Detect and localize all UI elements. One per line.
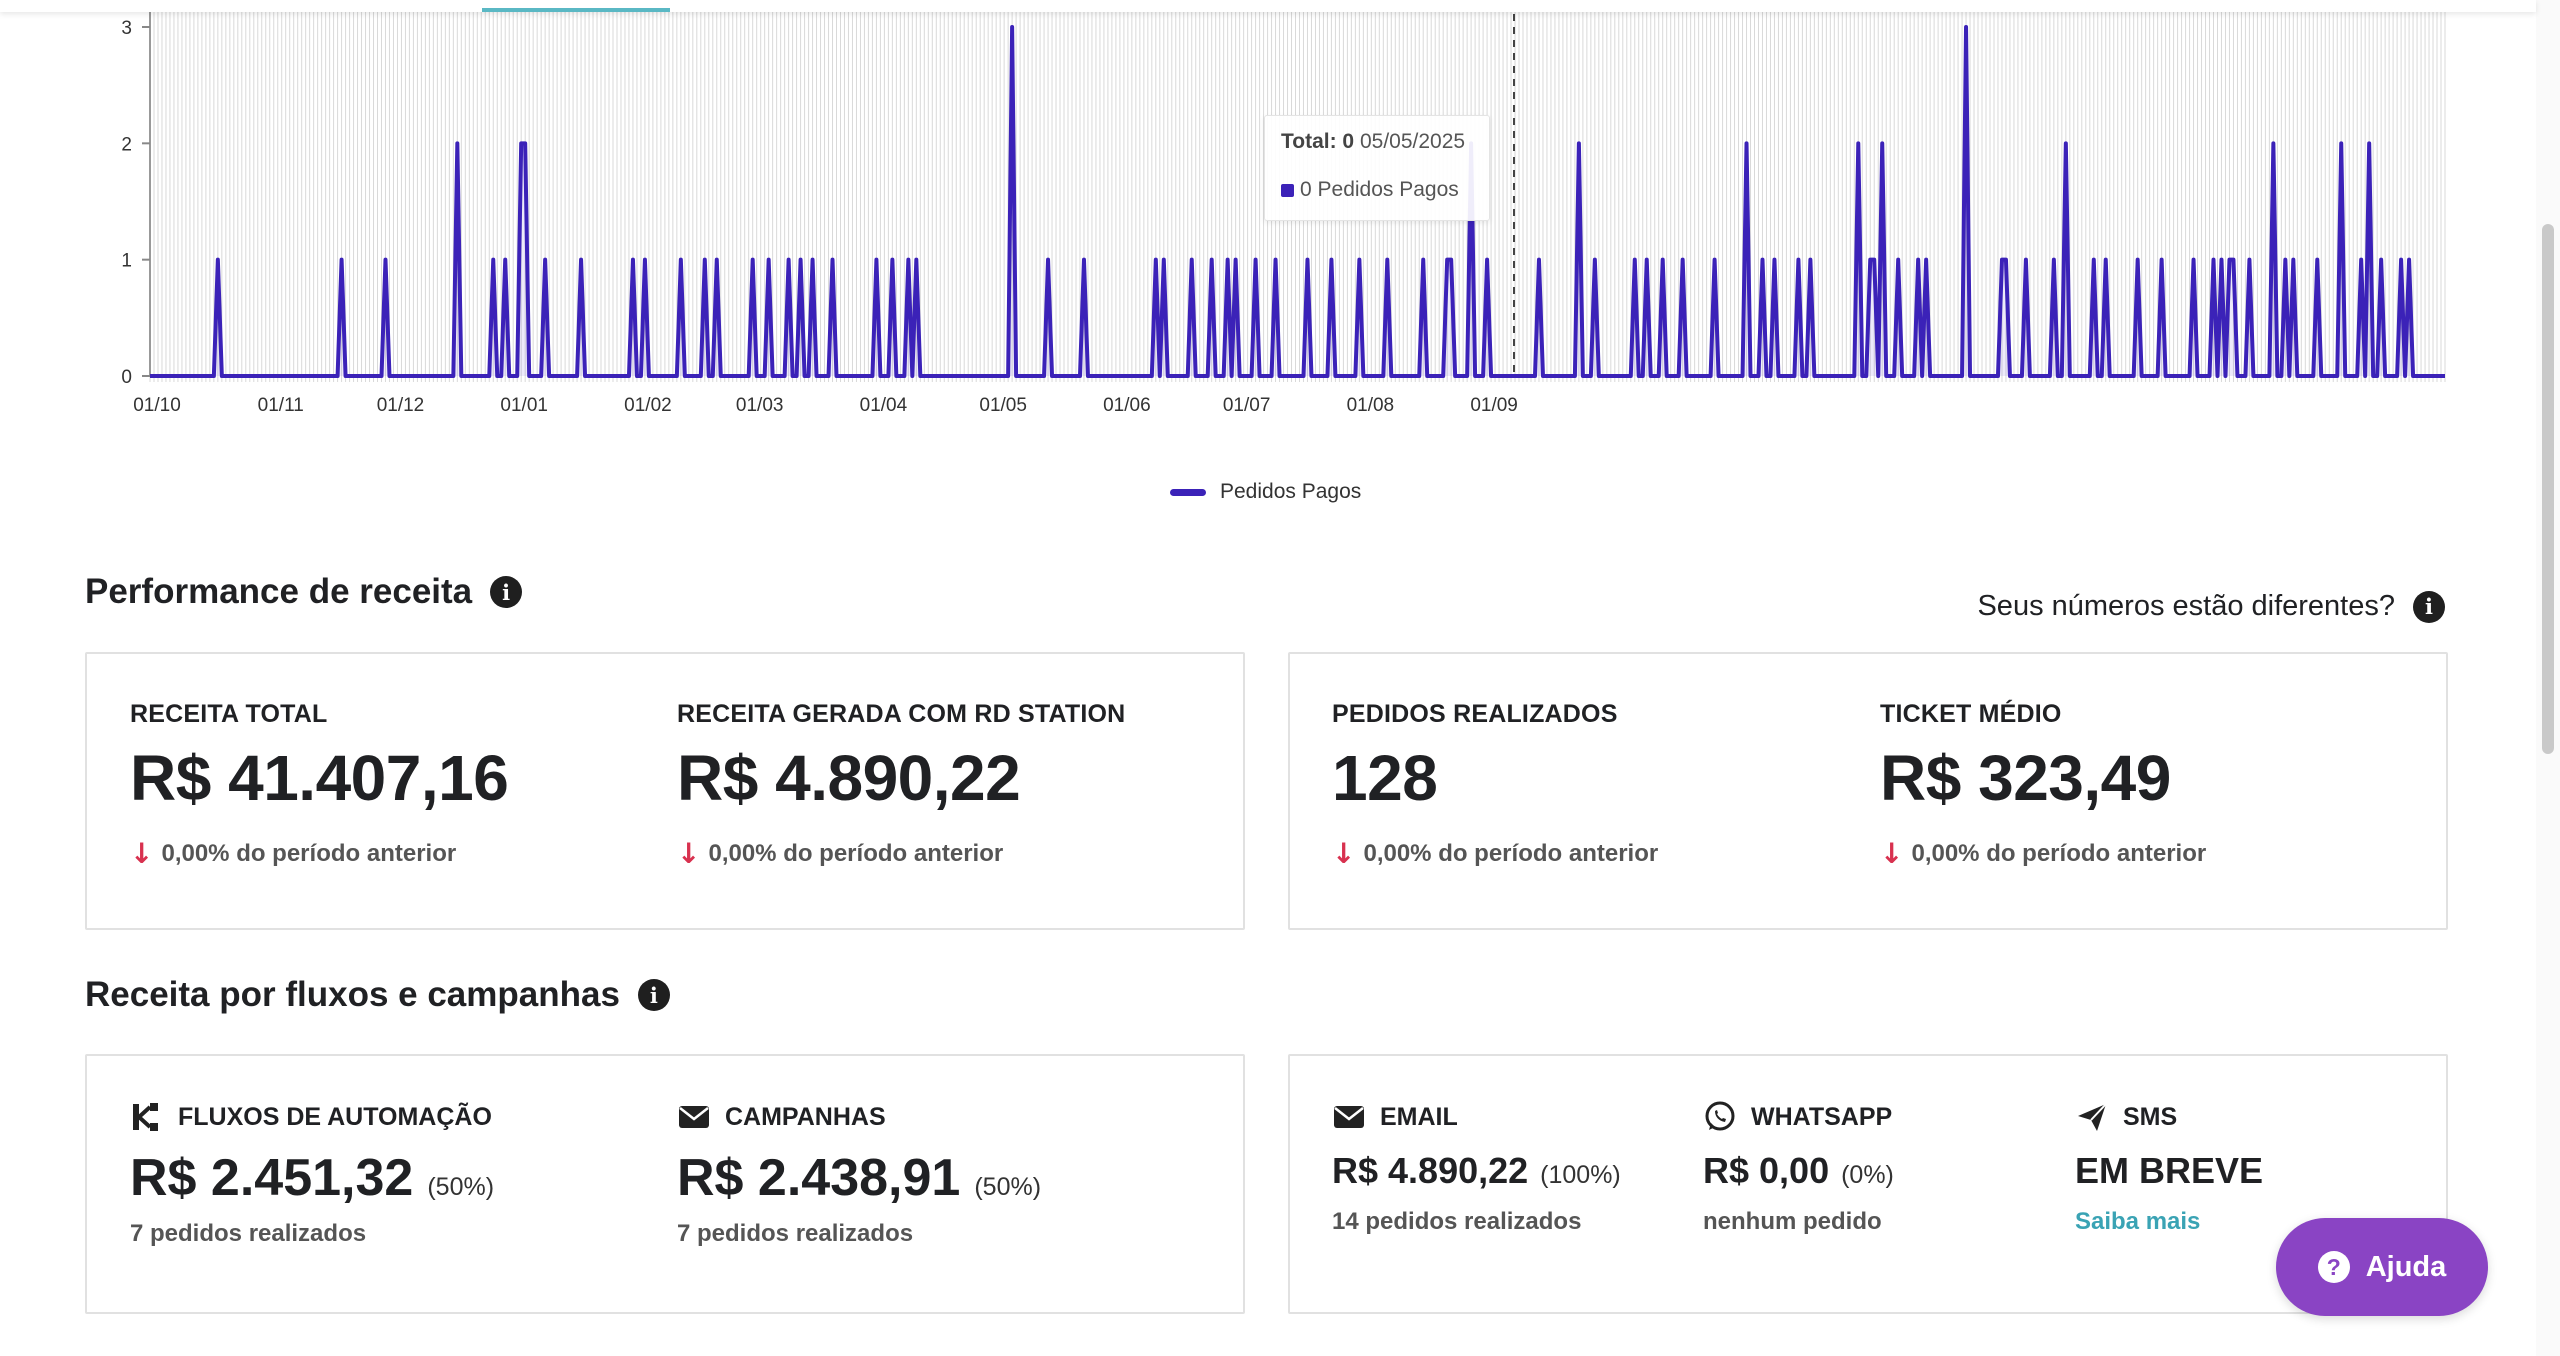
flow-label: CAMPANHAS xyxy=(725,1102,886,1131)
x-tick-label: 01/01 xyxy=(500,395,548,416)
flows-campaigns-card xyxy=(85,1054,1245,1314)
tooltip-date: 05/05/2025 xyxy=(1359,130,1466,153)
metric-value: R$ 41.407,16 xyxy=(130,742,509,814)
performance-section-title: Performance de receita i xyxy=(85,572,523,612)
arrow-down-icon: ↓ xyxy=(1332,837,1356,870)
chart-legend[interactable]: Pedidos Pagos xyxy=(1170,480,1361,504)
metric-change: 0,00% do período anterior xyxy=(1363,839,1659,867)
metric-average-ticket: TICKET MÉDIO R$ 323,49 ↓ 0,00% do período… xyxy=(1880,700,2206,870)
top-nav-bar xyxy=(0,0,2536,12)
legend-label: Pedidos Pagos xyxy=(1220,480,1362,503)
question-icon: ? xyxy=(2317,1251,2350,1283)
help-label: Ajuda xyxy=(2365,1250,2447,1283)
chart-axes xyxy=(142,12,151,377)
x-tick-label: 01/07 xyxy=(1223,395,1271,416)
flows-title-text: Receita por fluxos e campanhas xyxy=(85,975,620,1014)
channels-card xyxy=(1288,1054,2448,1314)
scrollbar-thumb[interactable] xyxy=(2542,224,2554,754)
y-tick-label: 3 xyxy=(121,18,132,39)
channel-orders: nenhum pedido xyxy=(1703,1208,1882,1235)
flow-orders: 7 pedidos realizados xyxy=(677,1220,914,1247)
metric-change: 0,00% do período anterior xyxy=(161,839,457,867)
tooltip-series-text: 0 Pedidos Pagos xyxy=(1300,178,1459,201)
x-tick-label: 01/04 xyxy=(860,395,908,416)
channel-sms: SMS EM BREVE Saiba mais xyxy=(2075,1100,2263,1236)
series-line-pedidos-pagos xyxy=(150,25,2445,378)
channel-pct: (100%) xyxy=(1540,1161,1621,1189)
channel-email: EMAIL R$ 4.890,22 (100%) 14 pedidos reali… xyxy=(1332,1100,1621,1236)
metric-orders: PEDIDOS REALIZADOS 128 ↓ 0,00% do período… xyxy=(1332,700,1658,870)
arrow-down-icon: ↓ xyxy=(1880,837,1904,870)
chart-tick-labels: 0 1 2 3 01/10 01/11 01/12 01/01 01/02 01/03 01/04 0… xyxy=(121,18,1517,416)
tooltip-total: Total: 0 xyxy=(1281,130,1355,153)
flow-orders: 7 pedidos realizados xyxy=(130,1220,367,1247)
flow-campaigns: CAMPANHAS R$ 2.438,91 (50%) 7 pedidos rea… xyxy=(677,1100,1041,1248)
info-icon[interactable]: i xyxy=(490,576,523,608)
flow-branch-icon xyxy=(133,1103,158,1131)
metric-rd-revenue: RECEITA GERADA COM RD STATION R$ 4.890,2… xyxy=(677,700,1125,870)
envelope-icon xyxy=(679,1106,709,1128)
arrow-down-icon: ↓ xyxy=(130,837,154,870)
legend-swatch xyxy=(1170,488,1206,496)
x-tick-label: 01/12 xyxy=(377,395,425,416)
metric-value: R$ 323,49 xyxy=(1880,742,2171,814)
paper-plane-icon xyxy=(2078,1103,2107,1131)
chart-grid xyxy=(149,12,2446,382)
performance-title-text: Performance de receita xyxy=(85,572,473,611)
channel-label: EMAIL xyxy=(1380,1102,1458,1131)
y-tick-label: 2 xyxy=(121,134,132,155)
channel-label: SMS xyxy=(2123,1102,2178,1131)
y-tick-label: 1 xyxy=(121,251,132,272)
envelope-icon xyxy=(1334,1106,1364,1128)
metric-value: 128 xyxy=(1332,742,1438,814)
chart-tooltip: Total: 0 05/05/2025 0 Pedidos Pagos xyxy=(1264,115,1490,221)
metric-change: 0,00% do período anterior xyxy=(1911,839,2207,867)
learn-more-link[interactable]: Saiba mais xyxy=(2075,1208,2201,1235)
flow-pct: (50%) xyxy=(427,1173,495,1201)
tooltip-series-swatch xyxy=(1281,183,1294,197)
metric-label: RECEITA GERADA COM RD STATION xyxy=(677,700,1126,728)
orders-line-chart: 0 1 2 3 01/10 01/11 01/12 01/01 01/02 01/03 01/04 0… xyxy=(121,12,2446,416)
numbers-different-link[interactable]: Seus números estão diferentes? i xyxy=(1977,590,2445,623)
flow-pct: (50%) xyxy=(974,1173,1042,1201)
flow-value: R$ 2.451,32 xyxy=(130,1149,414,1207)
info-icon[interactable]: i xyxy=(637,979,670,1011)
info-icon[interactable]: i xyxy=(2413,590,2445,623)
x-tick-label: 01/06 xyxy=(1103,395,1151,416)
x-tick-label: 01/05 xyxy=(979,395,1027,416)
orders-card xyxy=(1288,652,2448,930)
flow-label: FLUXOS DE AUTOMAÇÃO xyxy=(178,1102,492,1131)
x-tick-label: 01/02 xyxy=(624,395,672,416)
metric-label: RECEITA TOTAL xyxy=(130,700,328,728)
flow-automation: FLUXOS DE AUTOMAÇÃO R$ 2.451,32 (50%) 7 p… xyxy=(130,1100,494,1248)
numbers-different-text: Seus números estão diferentes? xyxy=(1977,590,2395,622)
active-tab-indicator xyxy=(482,8,670,12)
channel-value: EM BREVE xyxy=(2075,1150,2264,1191)
metric-label: PEDIDOS REALIZADOS xyxy=(1332,700,1618,728)
x-tick-label: 01/10 xyxy=(133,395,181,416)
revenue-card xyxy=(85,652,1245,930)
channel-orders: 14 pedidos realizados xyxy=(1332,1208,1582,1235)
help-button[interactable]: ? Ajuda xyxy=(2276,1218,2488,1316)
page-scrollbar[interactable] xyxy=(2536,0,2560,1356)
y-tick-label: 0 xyxy=(121,367,132,388)
flows-section-title: Receita por fluxos e campanhas i xyxy=(85,975,670,1015)
arrow-down-icon: ↓ xyxy=(677,837,701,870)
metric-total-revenue: RECEITA TOTAL R$ 41.407,16 ↓ 0,00% do per… xyxy=(130,700,509,870)
x-tick-label: 01/03 xyxy=(736,395,784,416)
channel-pct: (0%) xyxy=(1841,1161,1894,1189)
flow-value: R$ 2.438,91 xyxy=(677,1149,961,1207)
metric-label: TICKET MÉDIO xyxy=(1880,700,2062,728)
channel-whatsapp: WHATSAPP R$ 0,00 (0%) nenhum pedido xyxy=(1703,1100,1894,1236)
metric-change: 0,00% do período anterior xyxy=(708,839,1004,867)
channel-label: WHATSAPP xyxy=(1751,1102,1893,1131)
x-tick-label: 01/11 xyxy=(258,395,304,416)
whatsapp-icon xyxy=(1705,1101,1735,1131)
channel-value: R$ 4.890,22 xyxy=(1332,1150,1529,1191)
x-tick-label: 01/08 xyxy=(1347,395,1395,416)
channel-value: R$ 0,00 xyxy=(1703,1150,1830,1191)
x-tick-label: 01/09 xyxy=(1470,395,1518,416)
metric-value: R$ 4.890,22 xyxy=(677,742,1021,814)
